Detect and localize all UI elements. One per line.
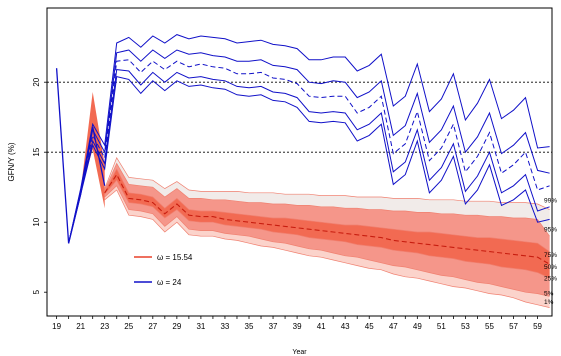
reference-lines (47, 81, 552, 153)
x-tick-label: 29 (172, 322, 181, 331)
red-fan-bands (68, 92, 550, 308)
percentile-labels: 99% 95% 75% 50% 25% 5% 1% (544, 197, 557, 305)
legend-label: ω = 15.54 (157, 253, 193, 262)
x-tick-label: 37 (269, 322, 278, 331)
x-axis: 19 21 23 25 27 29 31 33 35 37 39 41 43 45 47 49 51 53 55 57… (52, 316, 543, 331)
percentile-label: 5% (544, 290, 554, 297)
x-tick-label: 23 (100, 322, 109, 331)
red-outline-95pct (104, 162, 550, 237)
red-outline-5pct (104, 185, 550, 297)
band-95-99 (104, 157, 550, 237)
blue-line-p4 (68, 34, 550, 244)
legend: ω = 15.54 ω = 24 (134, 253, 193, 287)
x-tick-label: 47 (389, 322, 398, 331)
y-tick-label: 5 (32, 289, 41, 294)
x-tick-label: 55 (485, 322, 494, 331)
blue-line-p1 (68, 75, 550, 244)
x-tick-label: 45 (365, 322, 374, 331)
y-axis-label: GFN/Y (%) (7, 142, 16, 181)
x-tick-label: 19 (52, 322, 61, 331)
percentile-label: 75% (544, 252, 557, 259)
x-tick-label: 25 (124, 322, 133, 331)
red-outline-75pct (104, 168, 550, 252)
plot-frame (46, 7, 553, 317)
percentile-label: 99% (544, 197, 557, 204)
series-lines (55, 34, 550, 244)
x-tick-label: 27 (148, 322, 157, 331)
y-tick-label: 20 (32, 77, 41, 86)
band-25-75 (104, 169, 550, 279)
x-tick-label: 49 (413, 322, 422, 331)
x-tick-label: 35 (245, 322, 254, 331)
percentile-label: 50% (544, 264, 557, 271)
percentile-label: 25% (544, 276, 557, 283)
blue-line-p50 (68, 59, 550, 244)
x-tick-label: 21 (76, 322, 85, 331)
percentile-label: 1% (544, 299, 554, 306)
percentile-label: 95% (544, 227, 557, 234)
red-outline-25pct (104, 179, 550, 279)
x-tick-label: 31 (196, 322, 205, 331)
red-median-line (104, 173, 550, 265)
red-outline-99pct (104, 157, 550, 210)
y-tick-label: 15 (32, 147, 41, 156)
x-axis-label: Year (292, 349, 307, 356)
x-tick-label: 59 (533, 322, 542, 331)
red-outline-1pct (104, 189, 550, 308)
legend-label: ω = 24 (157, 278, 182, 287)
blue-line-p3 (68, 49, 550, 244)
x-tick-label: 41 (317, 322, 326, 331)
x-tick-label: 53 (461, 322, 470, 331)
y-tick-label: 10 (32, 217, 41, 226)
x-tick-label: 51 (437, 322, 446, 331)
x-tick-label: 43 (341, 322, 350, 331)
x-tick-label: 39 (293, 322, 302, 331)
x-tick-label: 33 (220, 322, 229, 331)
x-tick-label: 57 (509, 322, 518, 331)
y-axis: 5 10 15 20 (32, 77, 47, 294)
blue-line-p2 (68, 69, 550, 244)
history-line (55, 68, 106, 244)
